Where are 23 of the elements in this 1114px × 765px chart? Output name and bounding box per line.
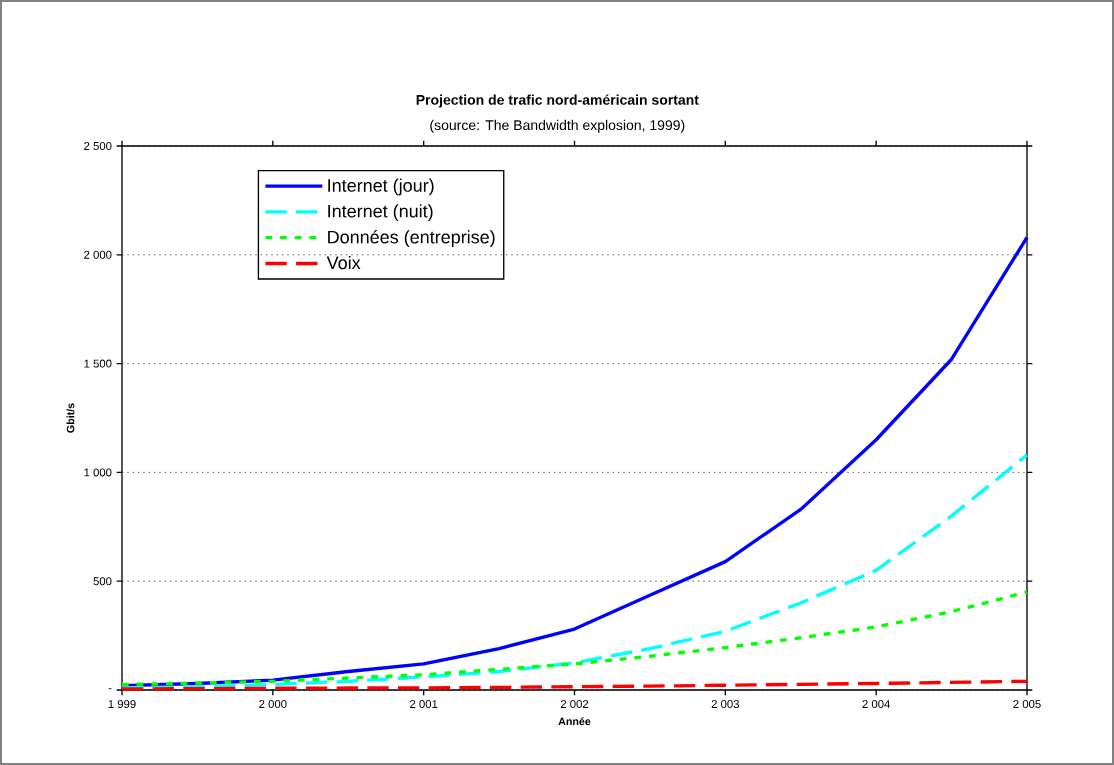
legend-label: Voix (326, 255, 361, 270)
x-tick-label: 2 001 (410, 700, 438, 709)
x-tick-label: 2 005 (1013, 700, 1041, 709)
chart-title: Projection de trafic nord-américain sortant (416, 94, 699, 108)
x-tick-label: 2 003 (711, 700, 740, 709)
legend-label: Données (entreprise) (328, 230, 495, 248)
legend-label: Internet (nuit) (328, 204, 433, 222)
legend-label: Internet (jour) (328, 178, 434, 196)
x-tick-label: 2 002 (560, 700, 589, 709)
line-series (120, 590, 1029, 687)
x-tick-label: 2 000 (259, 700, 287, 709)
x-tick-label: 1 999 (108, 700, 136, 709)
chart-subtitle: (source: The Bandwidth explosion, 1999) (430, 119, 685, 133)
line-series (120, 453, 1029, 690)
y-axis-title: Gbit/s (66, 403, 75, 433)
x-tick-label: 2 004 (862, 700, 891, 709)
y-tick-label: 2 000 (84, 250, 112, 259)
x-axis-title: Année (558, 717, 591, 726)
y-tick-label: 1 500 (84, 359, 112, 368)
y-tick-label: 500 (93, 577, 112, 586)
y-tick-label: 2 500 (84, 142, 112, 151)
y-tick-label: 1 000 (84, 468, 112, 477)
y-tick-label: - (108, 688, 112, 690)
